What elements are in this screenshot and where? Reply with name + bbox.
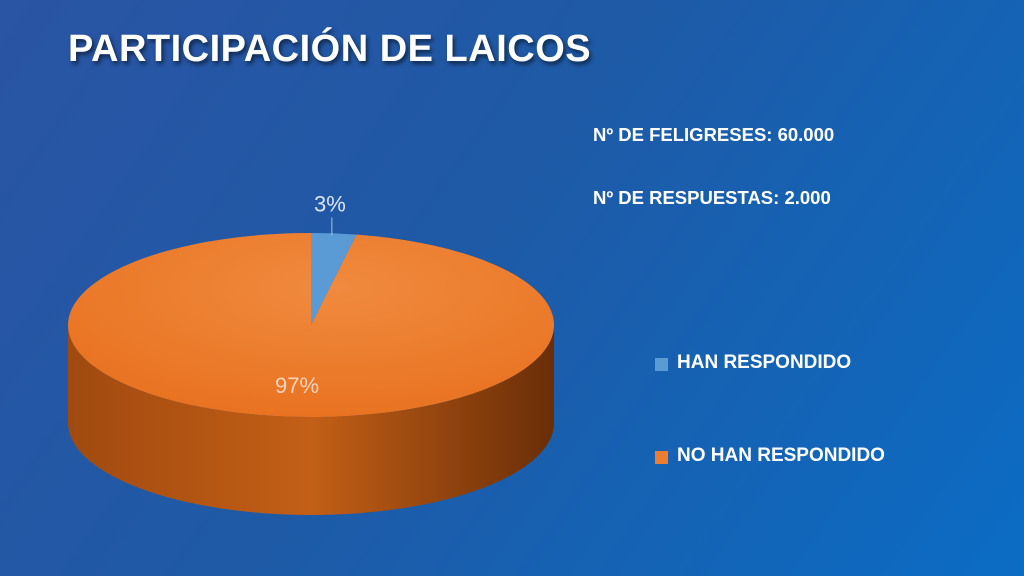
pie-slice-han-respondido xyxy=(311,233,357,325)
pie-slice-no-han-respondido xyxy=(67,233,554,417)
legend-swatch-no-han-respondido xyxy=(655,451,668,464)
data-label-han-respondido: 3% xyxy=(314,191,346,216)
legend-swatch-han-respondido xyxy=(655,358,668,371)
legend-label-han-respondido: HAN RESPONDIDO xyxy=(677,352,852,373)
feligreses-count: Nº DE FELIGRESES: 60.000 xyxy=(593,124,835,145)
pie-side-wall xyxy=(68,325,554,515)
respuestas-count: Nº DE RESPUESTAS: 2.000 xyxy=(593,187,831,208)
legend-label-no-han-respondido: NO HAN RESPONDIDO xyxy=(677,445,885,466)
data-label-no-han-respondido: 97% xyxy=(275,373,319,398)
page-title: PARTICIPACIÓN DE LAICOS xyxy=(68,28,592,70)
